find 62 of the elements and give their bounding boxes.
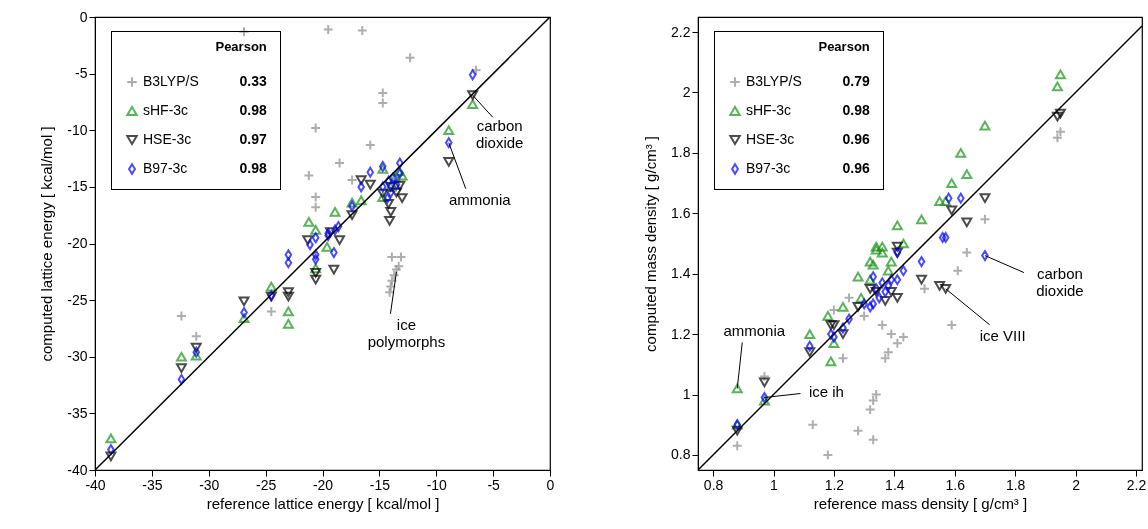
y-axis-title: computed mass density [ g/cm³ ] [642,136,660,352]
legend-label: B97-3c [746,160,791,176]
y-tick-label: 2.2 [671,23,691,40]
annotation: ice ih [808,382,844,400]
legend-label: B97-3c [143,160,188,176]
x-tick-label: 1.8 [1005,476,1026,493]
y-tick-label: -30 [67,348,88,365]
x-tick-label: -30 [199,476,220,493]
annotation: carbon dioxide [475,117,524,152]
legend-title: Pearson [215,39,267,55]
y-tick-label: 0.8 [671,446,691,463]
y-tick-label: 1.8 [671,144,691,161]
x-tick-label: -35 [142,476,163,493]
x-tick-label: -20 [312,476,334,493]
x-tick-label: -15 [369,476,391,493]
x-tick-label: 1.4 [885,476,905,493]
y-tick-label: -15 [67,178,88,195]
y-tick-label: -40 [67,461,88,478]
annotation: 0.33 [239,72,267,90]
y-tick-label: -25 [67,291,88,308]
legend-label: sHF-3c [143,102,189,118]
legend-label: sHF-3c [746,102,792,118]
x-tick-label: 1.6 [945,476,966,493]
x-tick-label: 2 [1072,476,1081,493]
legend-label: B3LYP/S [143,73,199,89]
annotation: 0.98 [842,101,870,119]
x-axis-title: reference lattice energy [ kcal/mol ] [206,494,440,512]
legend-label: HSE-3c [746,131,795,147]
x-tick-label: -5 [487,476,501,493]
x-axis-title: reference mass density [ g/cm³ ] [813,494,1028,512]
x-tick-label: 0.8 [703,476,724,493]
legend-title: Pearson [818,39,870,55]
y-tick-label: -20 [67,235,88,251]
x-tick-label: 0 [546,476,555,493]
x-tick-label: -25 [256,476,277,493]
annotation: 0.96 [842,130,870,148]
annotation: 0.97 [239,130,267,148]
y-axis-title: computed lattice energy [ kcal/mol ] [38,126,56,362]
x-tick-label: 1.2 [824,476,845,493]
legend-label: HSE-3c [143,131,192,147]
y-tick-label: 2 [682,84,691,100]
annotation: 0.98 [239,101,267,119]
y-tick-label: 1.2 [671,325,691,342]
annotation: carbon dioxide [1036,264,1084,299]
legend-label: B3LYP/S [746,73,802,89]
y-tick-label: -35 [67,404,88,421]
annotation: 0.98 [239,159,267,177]
annotation: 0.79 [842,72,870,90]
y-tick-label: 1 [682,386,691,402]
annotation: ice VIII [979,326,1026,344]
annotation: ammonia [723,322,786,340]
y-tick-label: -5 [75,65,88,82]
y-tick-label: 1.6 [671,204,691,221]
x-tick-label: 2.2 [1126,476,1147,493]
annotation: ammonia [448,190,512,208]
y-tick-label: 0 [79,8,88,25]
annotation: 0.96 [842,159,870,177]
x-tick-label: 1 [770,476,779,493]
y-tick-label: -10 [67,121,88,138]
y-tick-label: 1.4 [671,265,691,282]
x-tick-label: -10 [426,476,448,493]
annotation: ice polymorphs [367,315,446,350]
